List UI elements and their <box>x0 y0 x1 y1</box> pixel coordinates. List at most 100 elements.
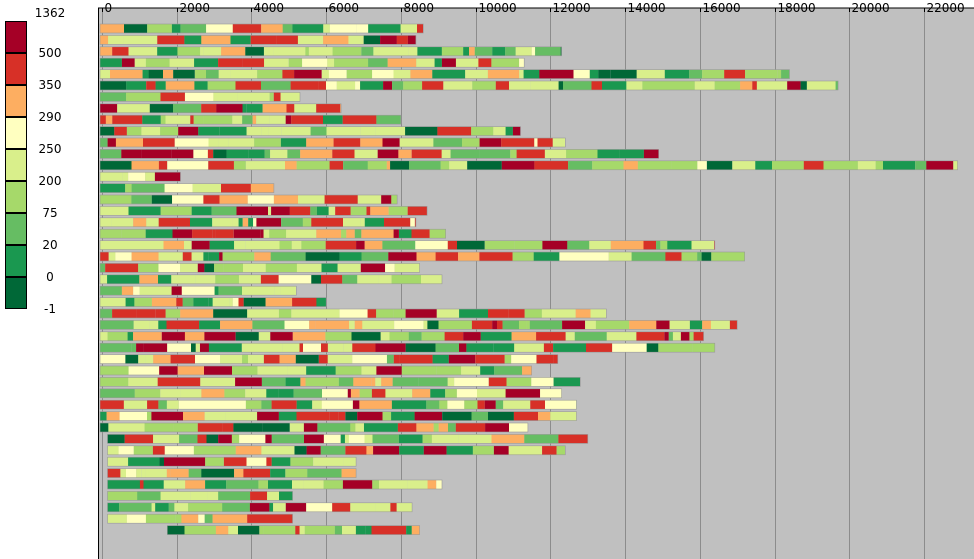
bar-segment <box>440 160 450 170</box>
bar-segment <box>214 263 224 273</box>
bar-segment <box>160 206 192 216</box>
bar-segment <box>265 297 293 307</box>
legend-swatch <box>5 21 27 53</box>
bar-segment <box>133 217 147 227</box>
bar-segment <box>151 195 172 204</box>
bar-segment <box>203 115 233 125</box>
bar-segment <box>512 126 521 136</box>
bar-segment <box>141 468 146 478</box>
bar-segment <box>200 377 236 387</box>
bar-segment <box>800 81 807 90</box>
bar-segment <box>171 286 182 296</box>
bar-segment <box>170 354 195 364</box>
bar-segment <box>188 502 223 512</box>
bar-segment <box>296 263 322 273</box>
bar-segment <box>107 468 121 478</box>
bar-segment <box>320 445 346 455</box>
bar-segment <box>230 35 251 45</box>
bar-segment <box>145 514 176 524</box>
bar-segment <box>345 411 358 421</box>
bar-outline <box>107 445 566 456</box>
bar-segment <box>438 423 448 432</box>
bar-segment <box>291 240 302 250</box>
bar-segment <box>321 263 338 273</box>
bar-segment <box>208 297 213 307</box>
bar-segment <box>537 138 553 147</box>
bar-segment <box>464 400 478 410</box>
bar-segment <box>368 58 388 68</box>
bar-segment <box>410 217 415 227</box>
bar-segment <box>168 377 201 387</box>
bar-segment <box>214 286 219 296</box>
bar-segment <box>100 103 118 113</box>
bar-outline <box>99 149 660 159</box>
bar-segment <box>133 320 150 330</box>
bar-segment <box>285 160 297 170</box>
bar-segment <box>160 126 179 136</box>
bar-segment <box>591 81 602 90</box>
bar-segment <box>174 138 209 147</box>
bar-segment <box>389 331 409 341</box>
bar-outline <box>99 342 716 353</box>
bar-segment <box>680 331 690 341</box>
bar-segment <box>195 343 200 353</box>
bar-segment <box>273 92 281 102</box>
bar-segment <box>163 480 186 489</box>
bar-segment <box>694 81 715 90</box>
bar-segment <box>192 229 213 239</box>
bar-outline <box>99 92 301 102</box>
bar-segment <box>556 445 566 455</box>
bar-outline <box>99 160 958 171</box>
bar-segment <box>479 149 503 159</box>
bar-segment <box>559 252 591 261</box>
bar-segment <box>411 229 430 239</box>
data-row <box>107 491 293 501</box>
bar-segment <box>285 502 307 512</box>
bar-segment <box>636 331 665 341</box>
bar-outline <box>99 80 839 91</box>
bar-segment <box>370 206 389 216</box>
bar-outline <box>99 320 738 330</box>
bar-segment <box>203 195 214 204</box>
bar-segment <box>218 138 229 147</box>
bar-segment <box>266 343 283 353</box>
bar-segment <box>158 217 190 227</box>
bar-segment <box>149 320 159 330</box>
data-row <box>99 354 559 364</box>
bar-segment <box>477 388 506 398</box>
bar-segment <box>381 195 392 204</box>
bar-segment <box>158 320 167 330</box>
bar-segment <box>472 81 496 90</box>
bar-segment <box>488 411 514 421</box>
bar-segment <box>245 160 268 170</box>
bar-segment <box>206 24 233 33</box>
bar-segment <box>100 331 108 341</box>
bar-segment <box>701 252 712 261</box>
bar-segment <box>265 263 292 273</box>
bar-segment <box>316 206 329 216</box>
bar-segment <box>336 81 356 90</box>
bar-segment <box>158 263 181 273</box>
bar-segment <box>271 434 304 444</box>
bar-segment <box>294 445 307 455</box>
bar-segment <box>291 309 309 318</box>
bar-segment <box>915 160 927 170</box>
bar-segment <box>364 217 385 227</box>
bar-segment <box>416 252 436 261</box>
bar-outline <box>99 274 443 285</box>
bar-segment <box>365 525 372 535</box>
bar-segment <box>355 525 366 535</box>
bar-segment <box>629 320 657 330</box>
bar-segment <box>288 400 297 410</box>
bar-segment <box>184 525 216 535</box>
bar-segment <box>208 138 219 147</box>
bar-segment <box>595 320 630 330</box>
bar-segment <box>383 81 393 90</box>
bar-segment <box>253 217 257 227</box>
bar-segment <box>342 525 356 535</box>
bar-segment <box>161 331 185 341</box>
bar-segment <box>352 400 360 410</box>
bar-segment <box>515 46 532 56</box>
bar-segment <box>299 525 305 535</box>
bar-segment <box>261 24 283 33</box>
